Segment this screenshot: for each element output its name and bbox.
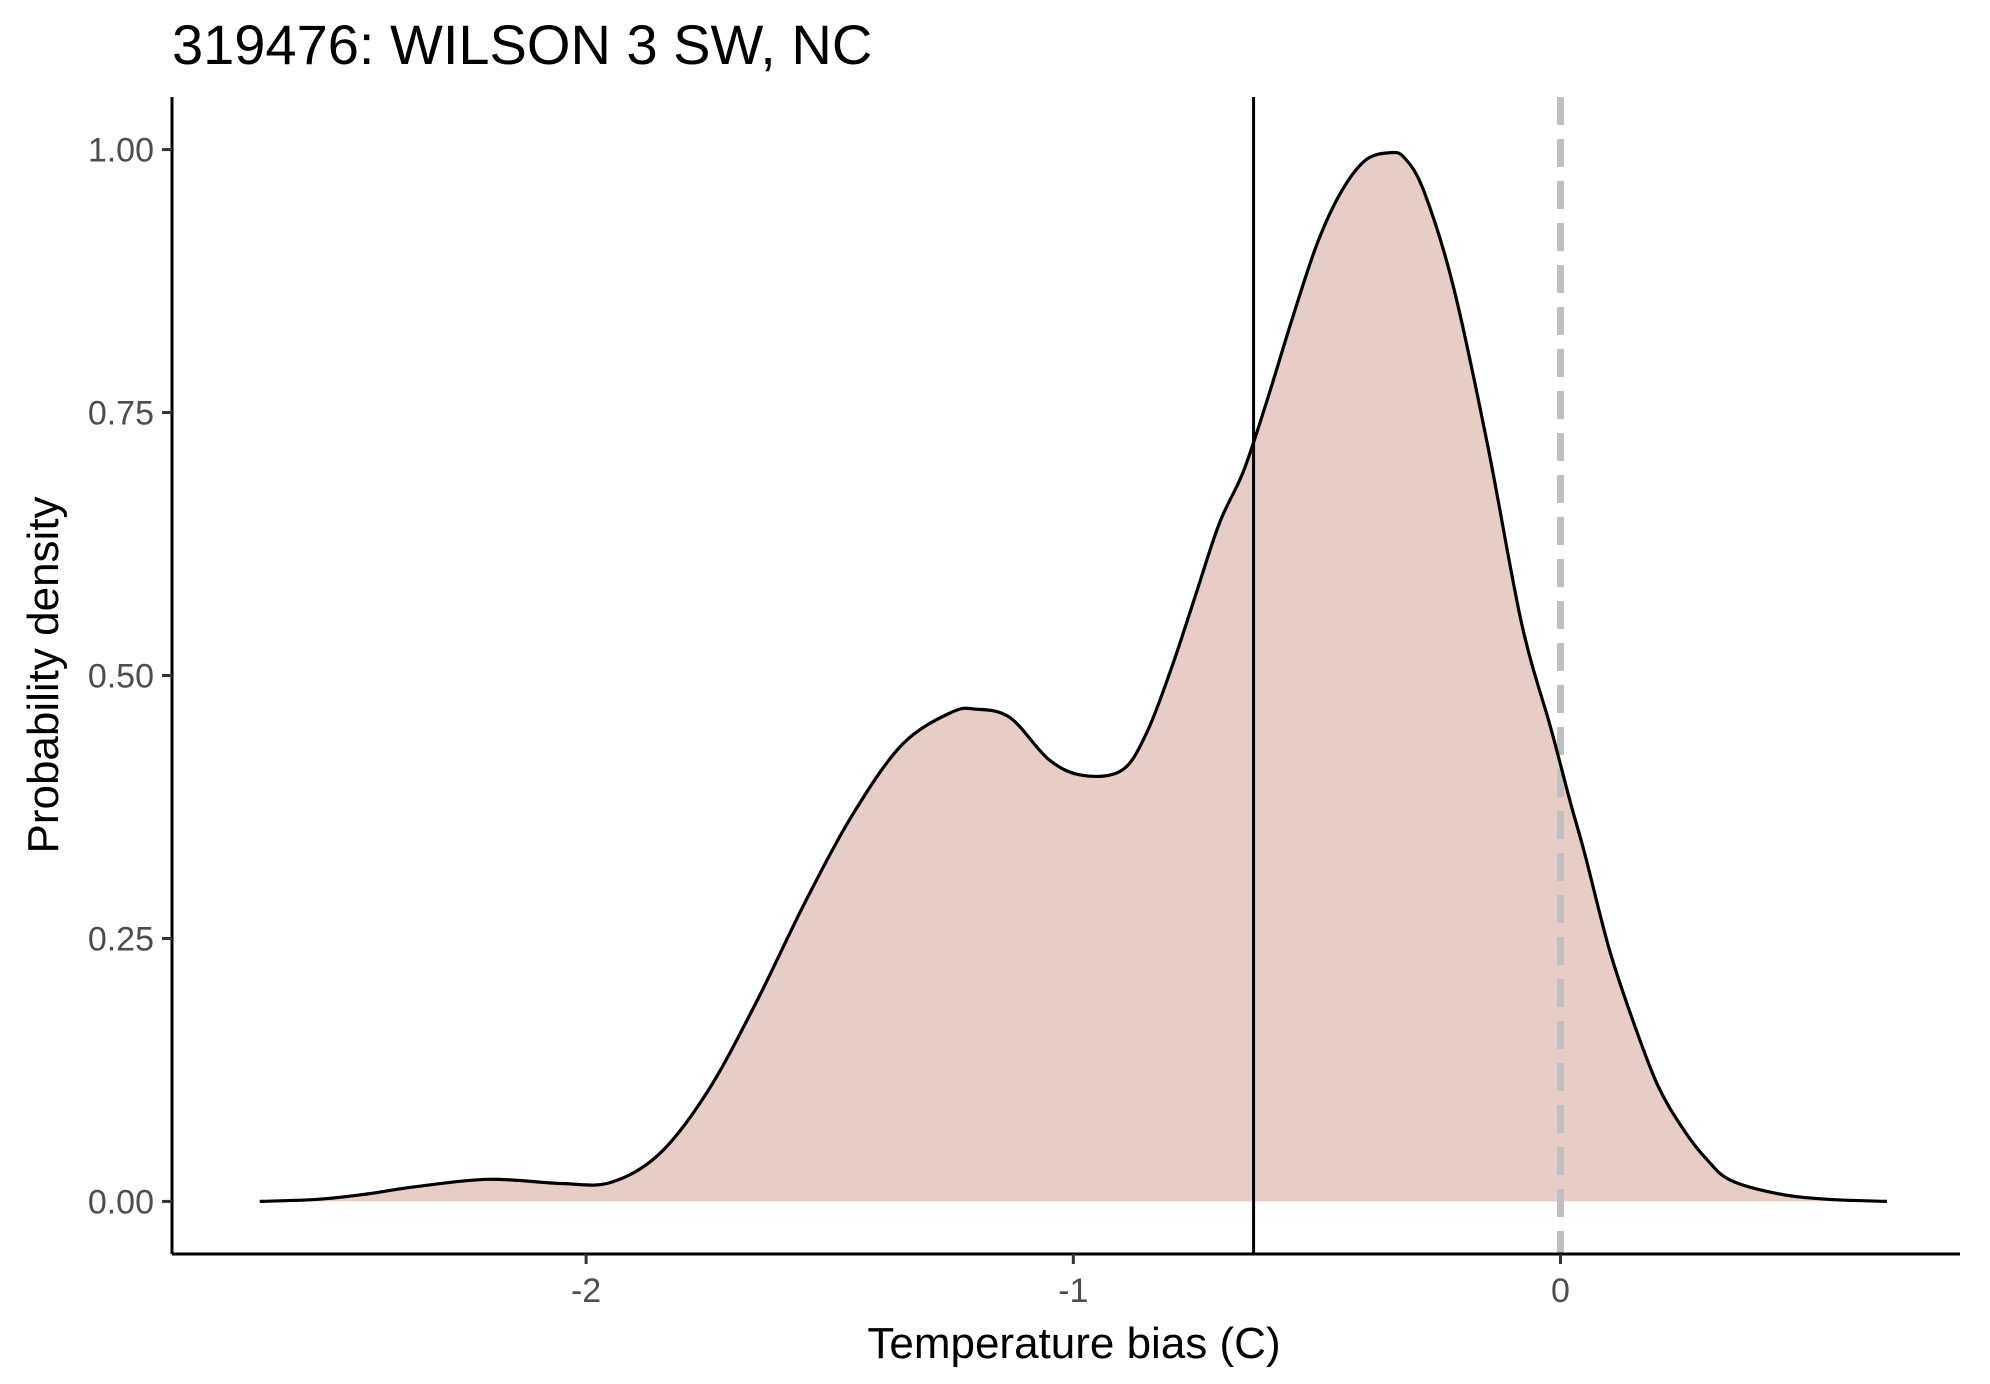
x-axis-title: Temperature bias (C) — [867, 1319, 1280, 1368]
y-tick-label: 0.25 — [88, 920, 154, 958]
y-tick-label: 0.75 — [88, 395, 154, 433]
y-tick-label: 1.00 — [88, 132, 154, 170]
y-axis-title: Probability density — [19, 496, 68, 853]
x-tick-label: -2 — [571, 1272, 601, 1310]
y-tick-label: 0.50 — [88, 658, 154, 696]
y-tick-label: 0.00 — [88, 1183, 154, 1221]
plot-area — [259, 97, 1887, 1254]
x-axis-ticks: -2 -1 0 — [571, 1254, 1570, 1310]
x-tick-label: -1 — [1058, 1272, 1088, 1310]
chart-title: 319476: WILSON 3 SW, NC — [172, 13, 872, 76]
x-tick-label: 0 — [1551, 1272, 1570, 1310]
density-curve — [259, 150, 1887, 1203]
y-axis-ticks: 0.00 0.25 0.50 0.75 1.00 — [88, 132, 172, 1221]
